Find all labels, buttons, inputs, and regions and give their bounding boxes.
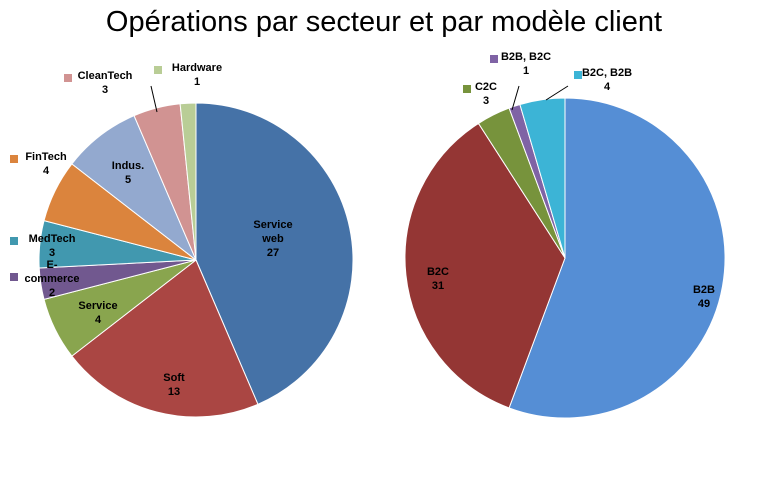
chart-title: Opérations par secteur et par modèle cli… xyxy=(105,6,663,38)
data-label-name: Service xyxy=(253,219,292,231)
data-label-name: B2B, B2C xyxy=(501,51,551,63)
data-label-b2c-b2b: B2C, B2B 4 xyxy=(545,67,632,101)
leader-line xyxy=(545,85,569,101)
data-label-service-web: Service web 27 xyxy=(253,219,292,259)
data-label-name: commerce xyxy=(24,273,79,285)
data-label-name: B2B xyxy=(693,284,715,296)
data-label-value: 49 xyxy=(698,298,710,310)
data-label-value: 4 xyxy=(43,165,50,177)
data-label-b2b-b2c: B2B, B2C 1 xyxy=(490,51,551,111)
data-label-medtech: MedTech 3 xyxy=(10,233,76,259)
data-label-e-commerce: E-commerce 2 xyxy=(10,259,80,299)
data-label-indus: Indus. 5 xyxy=(112,160,144,186)
leader-line xyxy=(150,85,158,113)
data-label-name: C2C xyxy=(475,81,497,93)
data-label-hardware: Hardware 1 xyxy=(154,62,222,88)
legend-key-fintech xyxy=(10,155,18,163)
legend-key-b2c-b2b xyxy=(574,71,582,79)
data-label-name: Service xyxy=(78,300,117,312)
legend-key-e-commerce xyxy=(10,273,18,281)
data-label-value: 5 xyxy=(125,174,131,186)
data-label-value: 4 xyxy=(604,81,611,93)
data-label-name: FinTech xyxy=(25,151,67,163)
data-label-name: CleanTech xyxy=(78,70,133,82)
data-label-value: 4 xyxy=(95,314,102,326)
data-label-name: MedTech xyxy=(29,233,76,245)
pie-slice-soft xyxy=(71,259,259,418)
data-label-name: E- xyxy=(47,259,58,271)
data-label-name: web xyxy=(261,233,284,245)
data-label-cleantech: CleanTech 3 xyxy=(64,70,158,113)
data-label-service: Service 4 xyxy=(78,300,117,326)
data-label-soft: Soft 13 xyxy=(163,372,185,398)
legend-key-c2c xyxy=(463,85,471,93)
data-label-value: 1 xyxy=(194,76,200,88)
data-label-value: 31 xyxy=(432,280,444,292)
pie-slice-b2c xyxy=(404,122,566,409)
data-label-value: 27 xyxy=(267,247,279,259)
data-label-name: B2C, B2B xyxy=(582,67,632,79)
data-label-name: Soft xyxy=(163,372,185,384)
data-label-value: 1 xyxy=(523,65,529,77)
leader-line xyxy=(511,85,520,111)
pie-slice-service-web xyxy=(195,102,354,405)
data-label-name: B2C xyxy=(427,266,449,278)
data-label-value: 3 xyxy=(102,84,108,96)
data-label-name: Hardware xyxy=(172,62,222,74)
data-label-value: 2 xyxy=(49,287,55,299)
data-label-value: 3 xyxy=(49,247,55,259)
pie-slice-hardware xyxy=(179,102,197,261)
data-label-value: 13 xyxy=(168,386,180,398)
pie-slice-b2c-b2b xyxy=(519,97,566,259)
legend-key-hardware xyxy=(154,66,162,74)
pie-chart-sector: Serviceweb27Soft13Service4E-commerce2Med… xyxy=(10,62,354,418)
data-label-name: Indus. xyxy=(112,160,144,172)
data-label-fintech: FinTech 4 xyxy=(10,151,67,177)
legend-key-cleantech xyxy=(64,74,72,82)
data-label-value: 3 xyxy=(483,95,489,107)
legend-key-b2b-b2c xyxy=(490,55,498,63)
legend-key-medtech xyxy=(10,237,18,245)
pie-slice-b2b xyxy=(508,97,726,419)
